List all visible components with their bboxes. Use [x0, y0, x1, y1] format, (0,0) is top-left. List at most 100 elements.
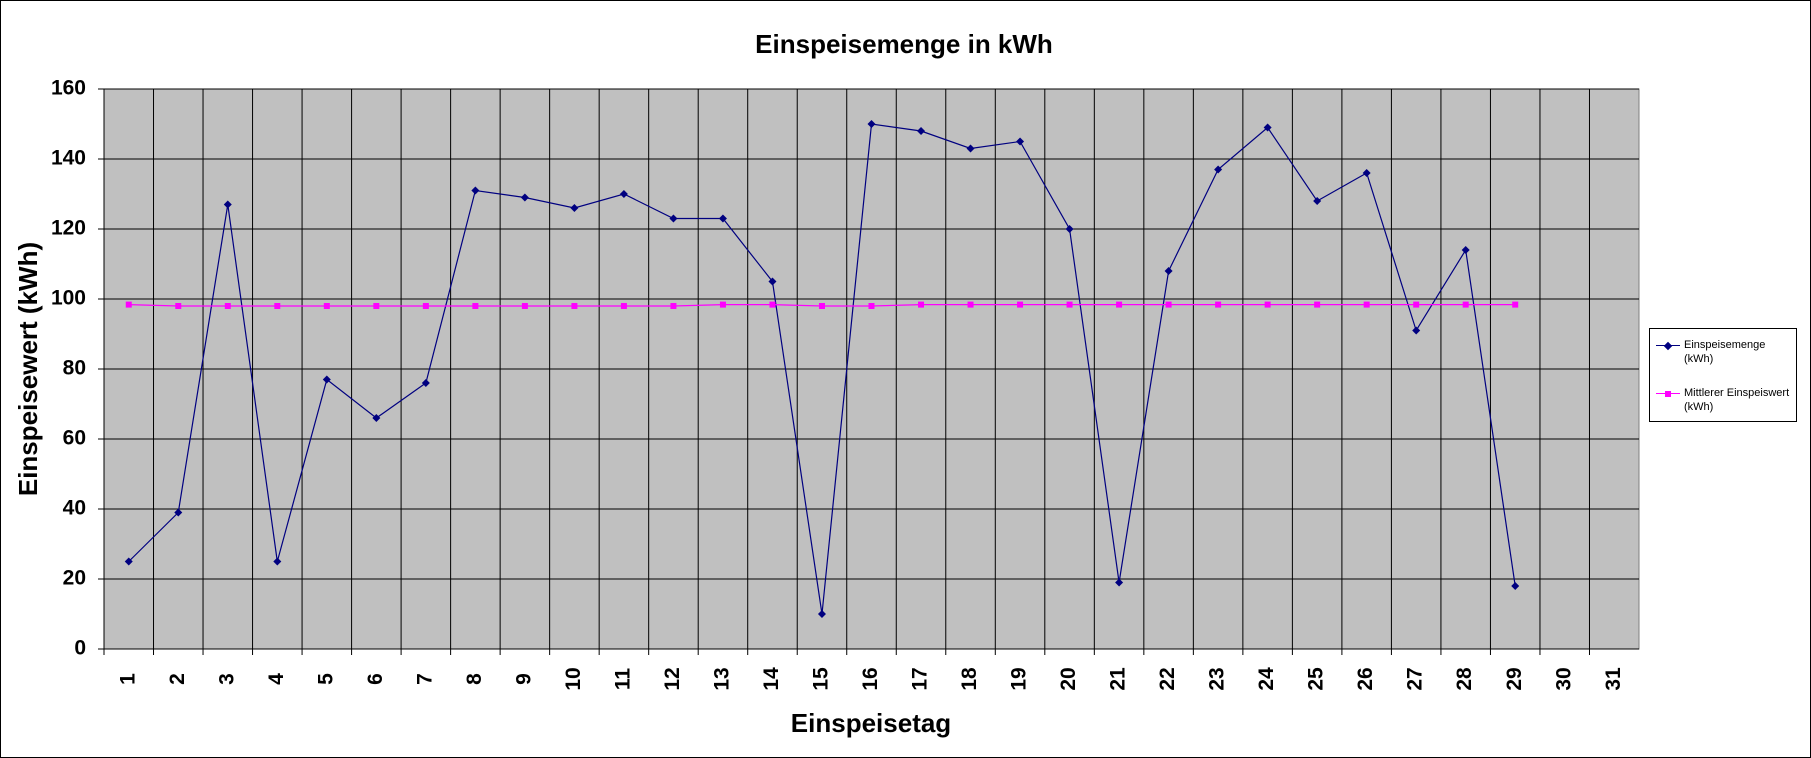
y-tick-label: 80 [63, 357, 86, 380]
y-tick-label: 20 [63, 567, 86, 590]
legend-swatch [1656, 341, 1680, 351]
x-tick-label: 9 [512, 673, 535, 685]
y-tick-label: 60 [63, 427, 86, 450]
data-point [421, 379, 430, 387]
x-tick-label: 26 [1354, 667, 1377, 690]
data-point [1412, 326, 1421, 335]
y-tick-label: 160 [51, 77, 86, 100]
x-axis-label: Einspeisetag [791, 708, 951, 738]
data-point [323, 303, 330, 309]
data-point [867, 120, 876, 128]
data-point [322, 375, 331, 384]
data-point [1164, 267, 1173, 275]
data-point [918, 301, 925, 308]
legend-swatch [1656, 391, 1680, 397]
x-tick-label: 13 [710, 667, 733, 690]
data-point [570, 204, 579, 212]
x-tick-label: 1 [116, 673, 139, 685]
data-point [1413, 301, 1420, 308]
x-tick-label: 31 [1602, 667, 1625, 691]
data-point [571, 303, 578, 309]
data-point [471, 186, 480, 195]
x-tick-label: 29 [1503, 667, 1526, 690]
data-point [1016, 137, 1025, 146]
data-point [224, 303, 231, 309]
data-point [1116, 301, 1123, 308]
data-point [422, 303, 429, 309]
x-tick-label: 18 [958, 667, 981, 691]
data-point [620, 303, 627, 309]
data-point [124, 557, 133, 566]
y-tick-label: 120 [51, 217, 86, 240]
data-point [967, 301, 974, 308]
data-point [1362, 169, 1371, 177]
data-point [1017, 301, 1024, 308]
x-tick-label: 7 [413, 673, 436, 685]
data-point [472, 303, 479, 309]
x-tick-label: 20 [1057, 667, 1080, 690]
y-axis-label: Einspeisewert (kWh) [13, 242, 43, 496]
x-tick-label: 30 [1552, 667, 1575, 690]
x-tick-label: 16 [859, 667, 882, 690]
x-tick-label: 10 [562, 667, 585, 690]
data-point [1214, 165, 1223, 174]
x-tick-label: 12 [661, 667, 684, 690]
data-point [768, 277, 777, 286]
x-tick-label: 6 [364, 673, 387, 685]
data-point [372, 414, 381, 422]
legend-label: Mittlerer Einspeiswert (kWh) [1684, 387, 1790, 413]
x-tick-label: 22 [1156, 667, 1179, 690]
data-point [1263, 123, 1272, 132]
legend-marker [1665, 391, 1671, 397]
x-tick-label: 19 [1008, 667, 1031, 690]
data-point [125, 301, 132, 308]
data-point [966, 144, 975, 153]
data-point [669, 214, 678, 223]
data-point [174, 508, 183, 517]
x-tick-label: 24 [1255, 667, 1278, 691]
y-tick-label: 40 [63, 497, 86, 520]
data-point [1264, 301, 1271, 308]
data-point [1066, 301, 1073, 308]
data-point [273, 557, 282, 566]
x-tick-label: 2 [166, 673, 189, 685]
x-tick-label: 4 [265, 673, 288, 685]
y-tick-label: 0 [74, 637, 86, 660]
x-tick-label: 27 [1404, 667, 1427, 690]
data-point [917, 127, 926, 135]
data-point [1462, 301, 1469, 308]
x-tick-label: 23 [1206, 667, 1229, 690]
data-point [718, 214, 727, 223]
data-point [1461, 246, 1470, 254]
data-point [1313, 197, 1322, 205]
data-point [818, 303, 825, 309]
x-tick-label: 3 [215, 673, 238, 685]
x-tick-label: 15 [810, 667, 833, 691]
x-tick-label: 8 [463, 673, 486, 685]
x-tick-label: 5 [314, 673, 337, 685]
data-point [1512, 301, 1519, 308]
data-point [868, 303, 875, 309]
data-point [1065, 225, 1074, 233]
y-tick-label: 140 [51, 147, 86, 170]
data-point [274, 303, 281, 309]
data-point [1215, 301, 1222, 308]
data-point [1115, 578, 1124, 587]
data-point [1511, 582, 1520, 590]
x-tick-label: 21 [1107, 667, 1130, 691]
x-tick-label: 14 [760, 667, 783, 691]
data-point [719, 301, 726, 308]
data-point [1314, 301, 1321, 308]
data-point [1363, 301, 1370, 308]
data-point [1165, 301, 1172, 308]
x-tick-label: 11 [611, 668, 634, 691]
x-tick-label: 17 [909, 667, 932, 690]
legend: Einspeisemenge (kWh) Mittlerer Einspeiswe… [1649, 328, 1797, 422]
x-tick-label: 28 [1453, 667, 1476, 691]
data-point [521, 303, 528, 309]
data-point [175, 303, 182, 309]
chart-title: Einspeisemenge in kWh [755, 29, 1053, 59]
legend-label: Einspeisemenge (kWh) [1684, 339, 1766, 365]
